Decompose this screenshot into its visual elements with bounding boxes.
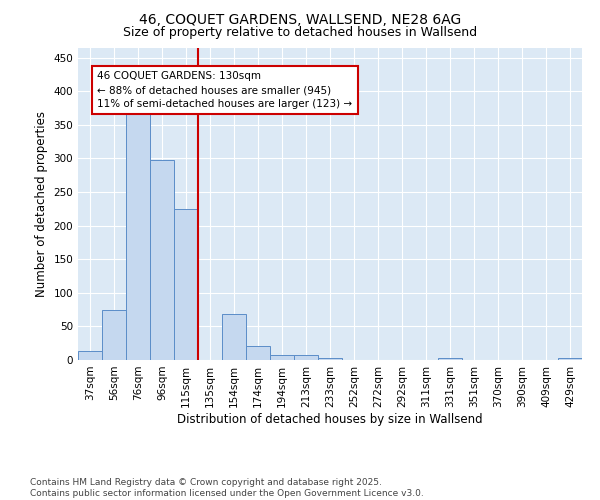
Text: Size of property relative to detached houses in Wallsend: Size of property relative to detached ho…	[123, 26, 477, 39]
Bar	[222, 314, 246, 360]
X-axis label: Distribution of detached houses by size in Wallsend: Distribution of detached houses by size …	[177, 412, 483, 426]
Bar	[438, 358, 462, 360]
Text: Contains HM Land Registry data © Crown copyright and database right 2025.
Contai: Contains HM Land Registry data © Crown c…	[30, 478, 424, 498]
Bar	[558, 358, 582, 360]
Bar	[294, 356, 318, 360]
Bar	[174, 209, 198, 360]
Bar	[126, 108, 150, 360]
Bar	[150, 160, 174, 360]
Text: 46, COQUET GARDENS, WALLSEND, NE28 6AG: 46, COQUET GARDENS, WALLSEND, NE28 6AG	[139, 12, 461, 26]
Y-axis label: Number of detached properties: Number of detached properties	[35, 111, 48, 296]
Text: 46 COQUET GARDENS: 130sqm
← 88% of detached houses are smaller (945)
11% of semi: 46 COQUET GARDENS: 130sqm ← 88% of detac…	[97, 71, 352, 109]
Bar	[102, 310, 126, 360]
Bar	[318, 358, 342, 360]
Bar	[78, 352, 102, 360]
Bar	[246, 346, 270, 360]
Bar	[270, 354, 294, 360]
